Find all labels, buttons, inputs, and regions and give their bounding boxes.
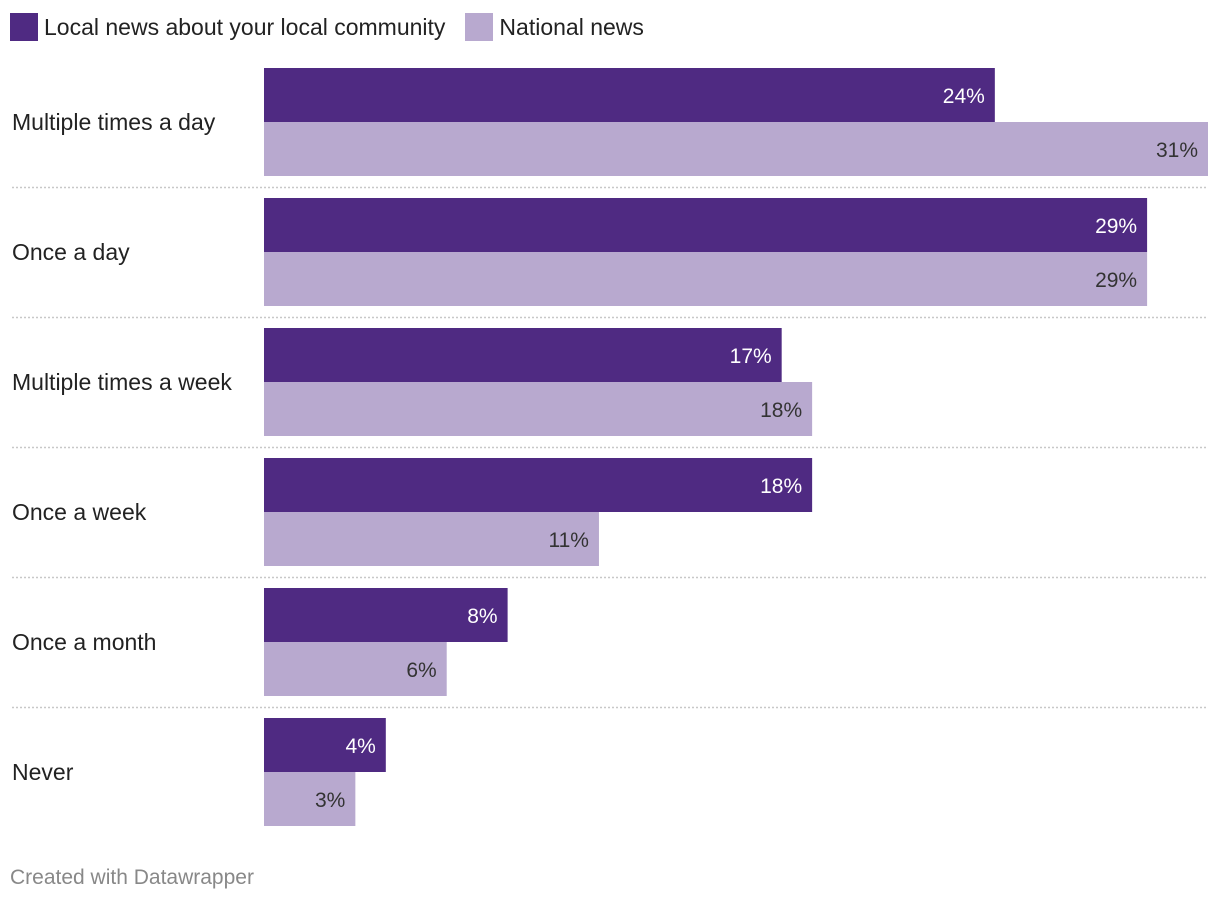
bar-local bbox=[264, 328, 782, 382]
bar-value-label: 18% bbox=[760, 475, 802, 498]
bar-local bbox=[264, 588, 508, 642]
bar-value-label: 3% bbox=[315, 789, 345, 812]
bar-national bbox=[264, 642, 447, 696]
legend-swatch-local bbox=[10, 13, 38, 41]
bar-value-label: 29% bbox=[1095, 215, 1137, 238]
bar-value-label: 17% bbox=[730, 345, 772, 368]
legend-item-national: National news bbox=[465, 13, 644, 41]
bar-value-label: 8% bbox=[467, 605, 497, 628]
bar-value-label: 31% bbox=[1156, 139, 1198, 162]
category-label: Once a week bbox=[12, 499, 147, 525]
bar-national bbox=[264, 512, 599, 566]
bar-local bbox=[264, 458, 813, 512]
category-label: Multiple times a week bbox=[12, 369, 232, 395]
bar-local bbox=[264, 198, 1148, 252]
bar-national bbox=[264, 252, 1148, 306]
category-label: Multiple times a day bbox=[12, 109, 216, 135]
footer-credit: Created with Datawrapper bbox=[10, 866, 254, 889]
legend: Local news about your local community Na… bbox=[10, 12, 664, 42]
category-label: Never bbox=[12, 759, 74, 785]
bar-value-label: 29% bbox=[1095, 269, 1137, 292]
bar-value-label: 11% bbox=[548, 529, 588, 552]
category-label: Once a month bbox=[12, 629, 156, 655]
bar-local bbox=[264, 718, 386, 772]
bar-value-label: 4% bbox=[345, 735, 375, 758]
legend-label-national: National news bbox=[499, 13, 644, 40]
bar-value-label: 18% bbox=[760, 399, 802, 422]
bar-value-label: 6% bbox=[406, 659, 436, 682]
legend-item-local: Local news about your local community bbox=[10, 13, 445, 41]
bar-national bbox=[264, 772, 356, 826]
bar-national bbox=[264, 382, 813, 436]
legend-swatch-national bbox=[465, 13, 494, 41]
bar-national bbox=[264, 122, 1208, 176]
legend-label-local: Local news about your local community bbox=[44, 13, 446, 40]
category-label: Once a day bbox=[12, 239, 130, 265]
bar-value-label: 24% bbox=[943, 85, 985, 108]
bar-local bbox=[264, 68, 995, 122]
